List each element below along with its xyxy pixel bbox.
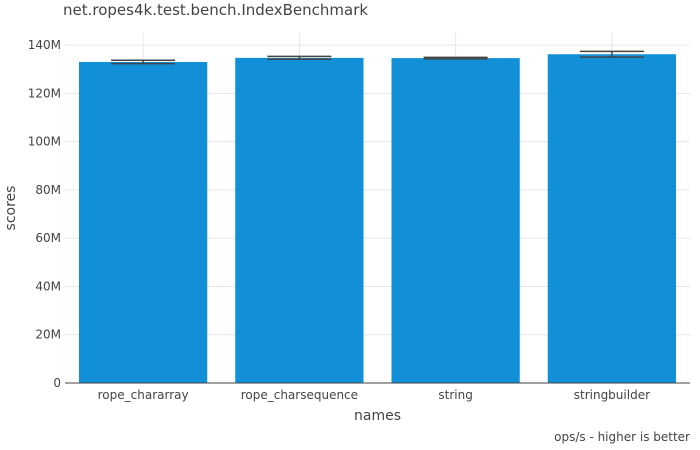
y-tick-label: 40M <box>35 279 61 293</box>
chart-title: net.ropes4k.test.bench.IndexBenchmark <box>63 1 369 19</box>
y-tick-label: 60M <box>35 231 61 245</box>
bar <box>391 58 520 383</box>
bar <box>235 57 364 384</box>
x-tick-label: rope_chararray <box>98 388 189 402</box>
bar <box>79 61 208 384</box>
x-tick-label: rope_charsequence <box>241 388 358 402</box>
x-tick-label: string <box>438 388 472 402</box>
bar <box>547 54 676 383</box>
y-tick-label: 0 <box>53 376 61 390</box>
y-tick-label: 100M <box>28 135 61 149</box>
y-axis-title: scores <box>3 186 19 231</box>
y-tick-label: 80M <box>35 183 61 197</box>
y-tick-label: 140M <box>28 38 61 52</box>
axes: 0 20M 40M 60M 80M 100M 120M 140M rope_chararray r… <box>28 38 690 402</box>
x-tick-label: stringbuilder <box>574 388 650 402</box>
error-bars <box>111 50 644 65</box>
x-axis-title: names <box>354 408 401 424</box>
chart-footer-note: ops/s - higher is better <box>554 430 690 444</box>
y-tick-label: 120M <box>28 86 61 100</box>
bars <box>79 54 676 384</box>
y-tick-label: 20M <box>35 328 61 342</box>
